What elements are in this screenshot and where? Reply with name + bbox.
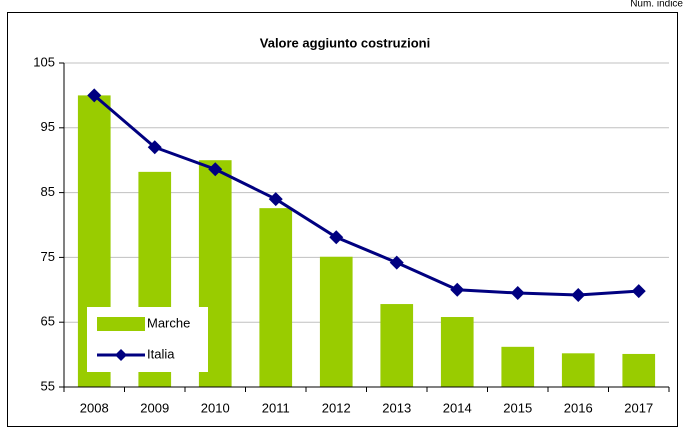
- line-marker: [208, 162, 223, 177]
- lines: [87, 88, 646, 302]
- line-marker: [571, 287, 586, 302]
- bar: [561, 353, 595, 387]
- x-tick-label: 2011: [262, 400, 290, 415]
- x-tick-label: 2009: [140, 400, 169, 415]
- line-marker: [389, 255, 404, 270]
- line-marker: [268, 192, 283, 207]
- x-tick-label: 2013: [382, 400, 411, 415]
- bar: [440, 317, 474, 387]
- line: [93, 94, 639, 297]
- line-marker: [631, 284, 646, 299]
- x-tick-label: 2017: [624, 400, 653, 415]
- unit-note: Num. indice: [630, 0, 683, 10]
- bar: [319, 256, 353, 387]
- line-marker: [329, 230, 344, 245]
- bars: [77, 95, 656, 388]
- legend: Marche Italia: [87, 307, 208, 372]
- x-tick-label: 2008: [80, 400, 109, 415]
- bar: [622, 353, 656, 387]
- axes: 55 65 75 85 95 105 2008 2009 2010 2011 2012 2013 201…: [33, 54, 670, 415]
- line-marker: [450, 282, 465, 297]
- line-marker: [87, 88, 102, 103]
- legend-label: Marche: [147, 315, 190, 330]
- x-tick-label: 2015: [503, 400, 532, 415]
- line-marker: [147, 140, 162, 155]
- y-tick-label: 65: [41, 314, 55, 329]
- x-tick-label: 2014: [443, 400, 472, 415]
- bar: [259, 208, 293, 387]
- x-tick-label: 2016: [564, 400, 593, 415]
- bar: [501, 346, 535, 387]
- y-tick-label: 85: [41, 184, 55, 199]
- chart-title: Valore aggiunto costruzioni: [260, 35, 430, 50]
- y-tick-label: 105: [33, 54, 55, 69]
- y-tick-label: 55: [41, 378, 55, 393]
- legend-label: Italia: [147, 346, 175, 361]
- legend-marker: [115, 349, 127, 361]
- x-tick-label: 2012: [322, 400, 351, 415]
- line-marker: [510, 286, 525, 301]
- y-tick-label: 75: [41, 249, 55, 264]
- bar: [380, 304, 414, 387]
- legend-swatch: [97, 317, 145, 331]
- y-tick-label: 95: [41, 119, 55, 134]
- x-tick-label: 2010: [201, 400, 230, 415]
